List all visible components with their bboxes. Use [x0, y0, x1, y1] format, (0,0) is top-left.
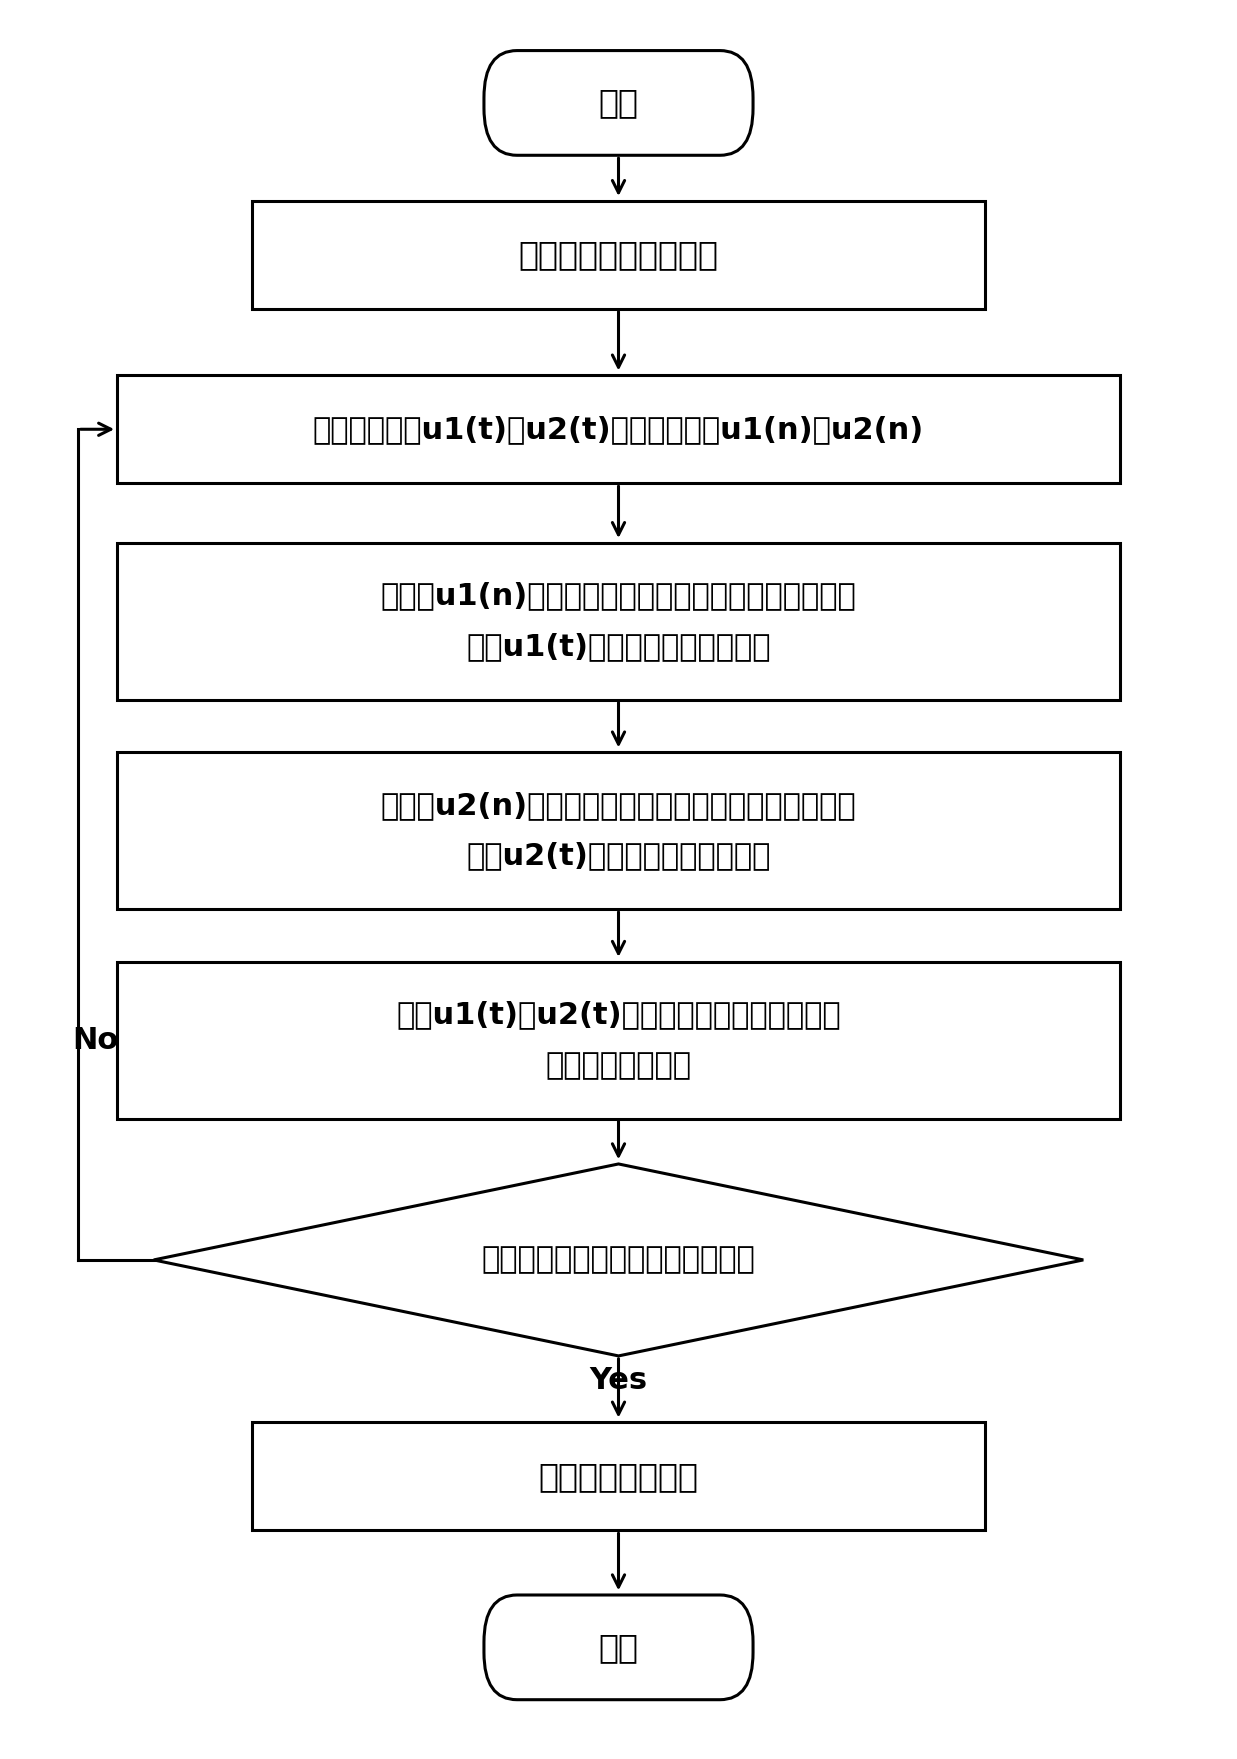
Text: 对序列u1(n)进行加矩形自卷积窗的短时傅里叶变换，: 对序列u1(n)进行加矩形自卷积窗的短时傅里叶变换，	[381, 582, 856, 610]
Text: 满足同期条件且恒定越前时间到？: 满足同期条件且恒定越前时间到？	[481, 1245, 756, 1275]
Text: 对序列u2(n)进行加矩形自卷积窗的短时傅里叶变换，: 对序列u2(n)进行加矩形自卷积窗的短时傅里叶变换，	[381, 792, 856, 820]
Polygon shape	[153, 1164, 1084, 1356]
Text: 计算恒定越前时间: 计算恒定越前时间	[546, 1050, 691, 1080]
Text: Yes: Yes	[590, 1365, 647, 1395]
Text: 并列两侧电压信号输入: 并列两侧电压信号输入	[518, 237, 719, 271]
Text: No: No	[72, 1025, 118, 1055]
FancyBboxPatch shape	[118, 375, 1119, 484]
FancyBboxPatch shape	[118, 962, 1119, 1119]
FancyBboxPatch shape	[118, 753, 1119, 909]
FancyBboxPatch shape	[118, 544, 1119, 700]
FancyBboxPatch shape	[251, 1423, 986, 1530]
FancyBboxPatch shape	[251, 201, 986, 310]
FancyBboxPatch shape	[484, 51, 753, 155]
Text: 采样两侧电压u1(t)、u2(t)获得采样序列u1(n)、u2(n): 采样两侧电压u1(t)、u2(t)获得采样序列u1(n)、u2(n)	[313, 415, 924, 443]
Text: 发出并列合闸命令: 发出并列合闸命令	[538, 1460, 699, 1493]
Text: 估计u2(t)的幅値、频率和相位角: 估计u2(t)的幅値、频率和相位角	[466, 841, 771, 871]
Text: 开始: 开始	[599, 86, 638, 120]
Text: 结束: 结束	[599, 1631, 638, 1664]
Text: 计算u1(t)与u2(t)的幅値差、频率差和相角差: 计算u1(t)与u2(t)的幅値差、频率差和相角差	[396, 1001, 841, 1029]
FancyBboxPatch shape	[484, 1595, 753, 1699]
Text: 估计u1(t)的幅値、频率和相位角: 估计u1(t)的幅値、频率和相位角	[466, 631, 771, 661]
